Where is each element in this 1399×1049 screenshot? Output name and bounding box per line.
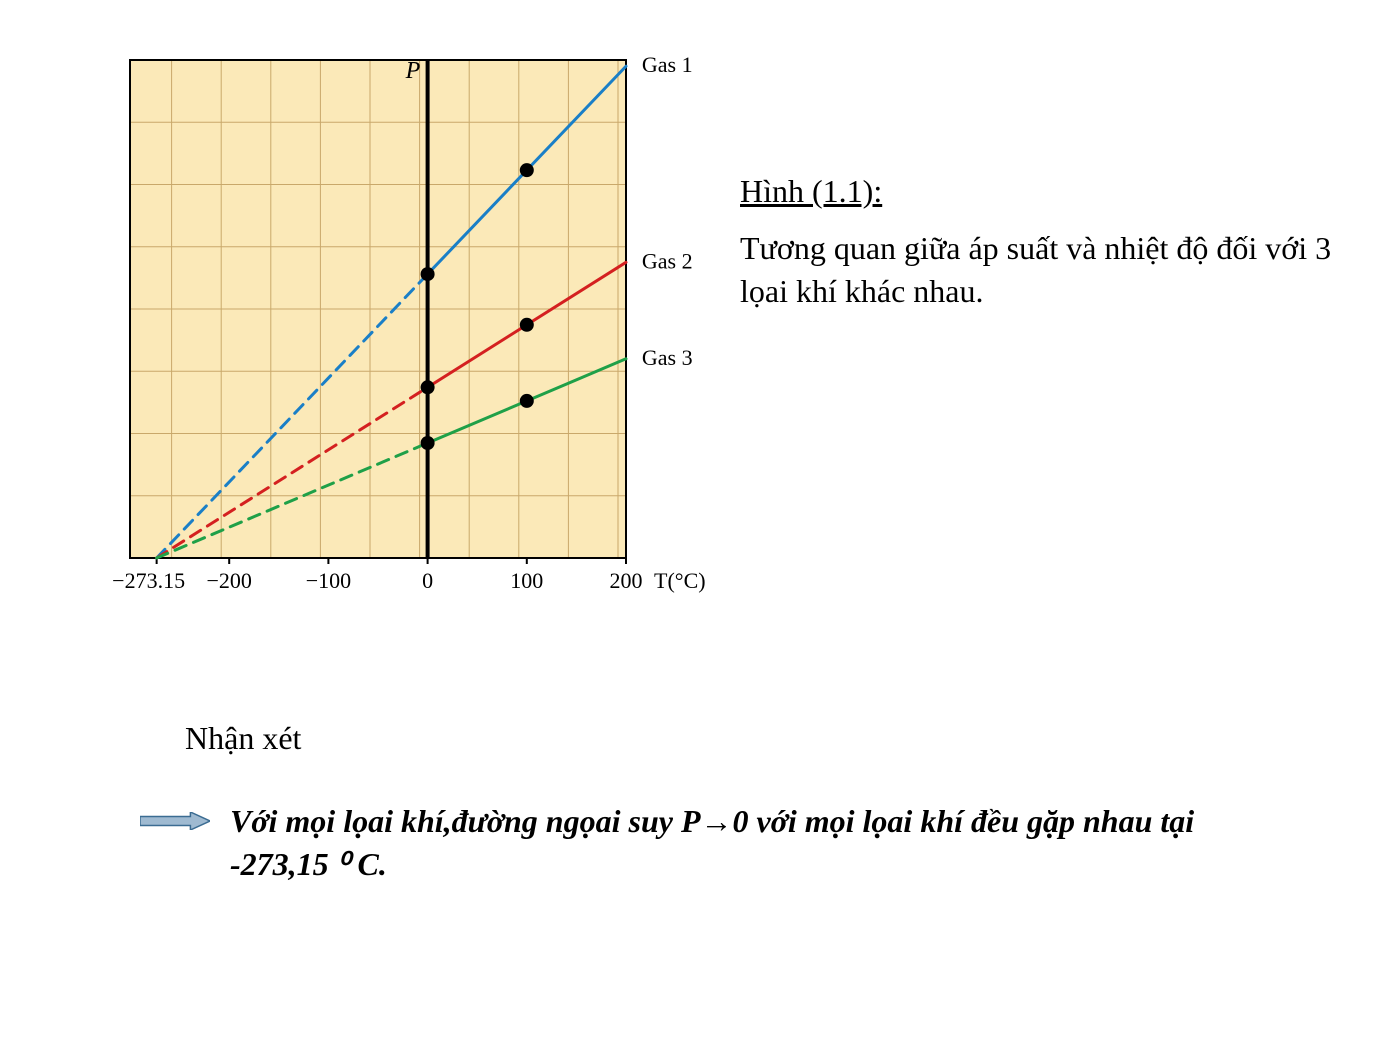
svg-text:−100: −100: [306, 568, 351, 593]
svg-text:Gas 1: Gas 1: [642, 52, 693, 77]
observation-heading: Nhận xét: [185, 720, 301, 757]
svg-text:Gas 2: Gas 2: [642, 248, 693, 273]
svg-text:0: 0: [422, 568, 433, 593]
svg-text:−200: −200: [206, 568, 251, 593]
svg-text:−273.15: −273.15: [112, 568, 185, 593]
figure-caption-title: Hình (1.1):: [740, 170, 1340, 213]
chart-container: P −273.15 −200 −100 0 100 200 T(°C) Gas 1 Gas 2 Ga…: [40, 40, 740, 615]
figure-caption-body: Tương quan giữa áp suất và nhiệt độ đối …: [740, 230, 1331, 309]
svg-text:200: 200: [610, 568, 643, 593]
svg-text:100: 100: [510, 568, 543, 593]
pressure-temperature-chart: P −273.15 −200 −100 0 100 200 T(°C) Gas 1 Gas 2 Ga…: [40, 40, 740, 610]
conclusion-text: Với mọi lọai khí,đường ngọai suy P→0 với…: [230, 800, 1230, 886]
right-arrow-icon: [140, 812, 210, 830]
svg-text:T(°C): T(°C): [654, 568, 706, 593]
svg-text:P: P: [405, 58, 421, 84]
svg-text:Gas 3: Gas 3: [642, 345, 693, 370]
figure-caption: Hình (1.1): Tương quan giữa áp suất và n…: [740, 170, 1340, 314]
page: P −273.15 −200 −100 0 100 200 T(°C) Gas 1 Gas 2 Ga…: [0, 0, 1399, 1049]
